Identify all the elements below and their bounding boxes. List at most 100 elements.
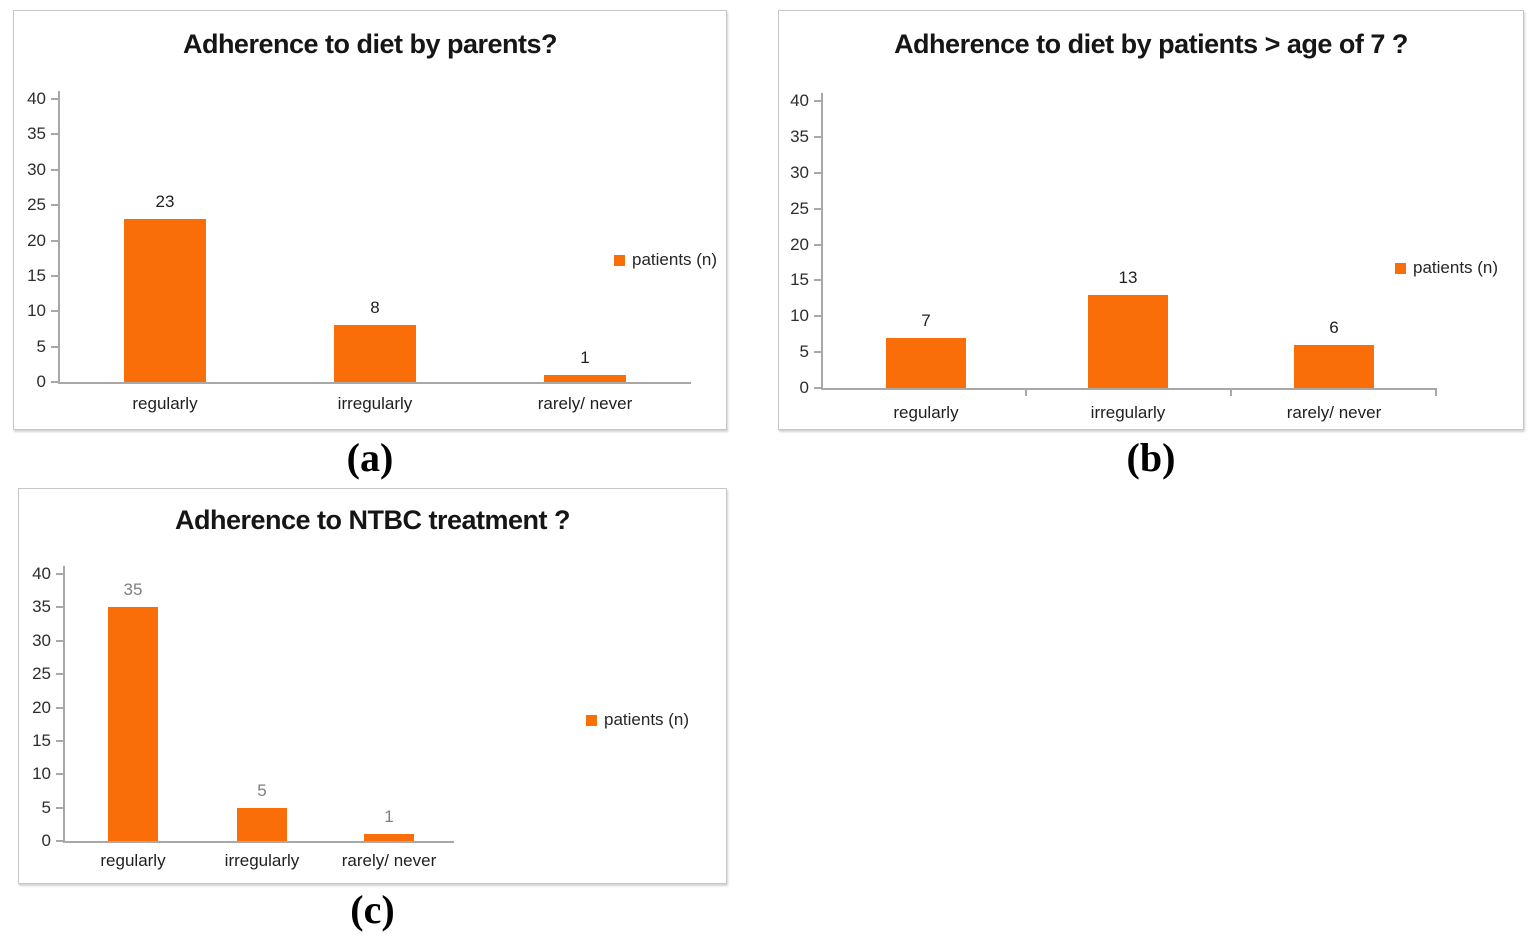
bar-rarely-never bbox=[544, 374, 626, 382]
y-tick-label: 5 bbox=[36, 336, 46, 356]
y-tick-mark bbox=[56, 806, 63, 809]
bar-irregularly bbox=[334, 325, 416, 382]
y-tick-label: 30 bbox=[790, 162, 809, 182]
y-axis-line bbox=[58, 91, 60, 382]
y-tick-mark bbox=[814, 171, 821, 174]
bar-value-label: 13 bbox=[1118, 267, 1138, 287]
y-tick-label: 20 bbox=[790, 234, 809, 254]
legend-swatch-icon bbox=[1395, 262, 1406, 274]
y-axis-line bbox=[821, 93, 823, 388]
chart-panel-a: Adherence to diet by parents? patients (… bbox=[13, 10, 727, 430]
category-label: regularly bbox=[893, 403, 959, 422]
caption-b: (b) bbox=[1126, 435, 1176, 480]
bar-value-label: 1 bbox=[384, 807, 394, 827]
bar-irregularly bbox=[1088, 294, 1168, 388]
chart-title: Adherence to diet by parents? bbox=[182, 29, 558, 59]
y-tick-label: 5 bbox=[799, 342, 809, 362]
y-tick-label: 5 bbox=[41, 797, 51, 817]
chart-panel-c: Adherence to NTBC treatment ? patients (… bbox=[18, 488, 727, 884]
y-tick-mark bbox=[814, 315, 821, 318]
bar-irregularly bbox=[237, 807, 287, 841]
x-axis-line bbox=[821, 388, 1436, 390]
y-axis-line bbox=[63, 566, 65, 841]
legend-label: patients (n) bbox=[1413, 258, 1499, 277]
y-tick-label: 25 bbox=[790, 198, 809, 218]
y-tick-label: 25 bbox=[32, 664, 51, 684]
category-label: regularly bbox=[132, 394, 198, 413]
y-tick-label: 0 bbox=[36, 372, 46, 391]
y-tick-mark bbox=[56, 606, 63, 609]
bar-rarely-never bbox=[1294, 344, 1374, 388]
y-tick-label: 30 bbox=[32, 630, 51, 650]
x-tick-mark bbox=[1230, 388, 1232, 396]
caption-a: (a) bbox=[346, 435, 394, 480]
legend: patients (n) bbox=[586, 710, 689, 730]
y-tick-label: 25 bbox=[27, 195, 46, 215]
y-tick-label: 40 bbox=[790, 91, 809, 110]
category-label: irregularly bbox=[1090, 403, 1166, 422]
y-tick-label: 15 bbox=[32, 730, 51, 750]
bar-regularly bbox=[124, 219, 206, 382]
y-tick-mark bbox=[814, 387, 821, 389]
y-tick-label: 35 bbox=[790, 126, 809, 146]
y-tick-mark bbox=[51, 98, 58, 100]
y-tick-mark bbox=[814, 243, 821, 246]
legend: patients (n) bbox=[614, 250, 717, 270]
bar-value-label: 35 bbox=[123, 580, 143, 600]
y-tick-mark bbox=[56, 573, 63, 575]
y-tick-mark bbox=[56, 739, 63, 742]
y-tick-mark bbox=[814, 100, 821, 102]
category-label: irregularly bbox=[224, 851, 300, 870]
y-tick-mark bbox=[814, 207, 821, 210]
y-tick-label: 30 bbox=[27, 159, 46, 179]
y-tick-mark bbox=[56, 706, 63, 709]
legend: patients (n) bbox=[1395, 258, 1498, 278]
category-label: rarely/ never bbox=[341, 851, 437, 870]
legend-label: patients (n) bbox=[632, 250, 718, 269]
y-tick-mark bbox=[51, 274, 58, 277]
category-label: regularly bbox=[100, 851, 166, 870]
bar-value-label: 1 bbox=[580, 347, 590, 367]
y-tick-mark bbox=[56, 773, 63, 776]
y-tick-mark bbox=[814, 135, 821, 138]
bar-value-label: 23 bbox=[155, 192, 175, 212]
x-axis-line bbox=[63, 841, 454, 843]
y-tick-label: 20 bbox=[32, 697, 51, 717]
category-label: rarely/ never bbox=[1286, 403, 1382, 422]
y-tick-mark bbox=[56, 673, 63, 676]
y-tick-label: 10 bbox=[27, 301, 46, 321]
legend-swatch-icon bbox=[614, 254, 625, 266]
y-tick-mark bbox=[814, 351, 821, 354]
x-tick-mark bbox=[1435, 388, 1437, 396]
y-tick-label: 15 bbox=[27, 265, 46, 285]
bar-value-label: 8 bbox=[370, 298, 380, 318]
y-tick-mark bbox=[56, 840, 63, 842]
x-tick-mark bbox=[1025, 388, 1027, 396]
y-tick-mark bbox=[814, 279, 821, 282]
y-tick-mark bbox=[51, 168, 58, 171]
bar-regularly bbox=[886, 337, 966, 388]
y-tick-mark bbox=[51, 239, 58, 242]
y-tick-mark bbox=[51, 345, 58, 348]
y-tick-label: 0 bbox=[41, 831, 51, 850]
y-tick-label: 20 bbox=[27, 230, 46, 250]
y-tick-label: 10 bbox=[790, 306, 809, 326]
y-tick-mark bbox=[51, 204, 58, 207]
bar-value-label: 7 bbox=[921, 310, 931, 330]
chart-title: Adherence to diet by patients > age of 7… bbox=[894, 29, 1408, 59]
y-tick-label: 35 bbox=[27, 124, 46, 144]
y-tick-label: 0 bbox=[799, 378, 809, 397]
y-tick-label: 40 bbox=[32, 564, 51, 583]
chart-panel-b: Adherence to diet by patients > age of 7… bbox=[778, 10, 1524, 430]
bar-value-label: 5 bbox=[257, 780, 267, 800]
y-tick-mark bbox=[56, 639, 63, 642]
legend-label: patients (n) bbox=[604, 710, 690, 729]
y-tick-label: 10 bbox=[32, 764, 51, 784]
y-tick-mark bbox=[51, 310, 58, 313]
x-axis-line bbox=[58, 382, 691, 384]
category-label: irregularly bbox=[337, 394, 413, 413]
y-tick-label: 15 bbox=[790, 270, 809, 290]
y-tick-mark bbox=[51, 133, 58, 136]
bar-regularly bbox=[108, 607, 158, 841]
category-label: rarely/ never bbox=[537, 394, 633, 413]
